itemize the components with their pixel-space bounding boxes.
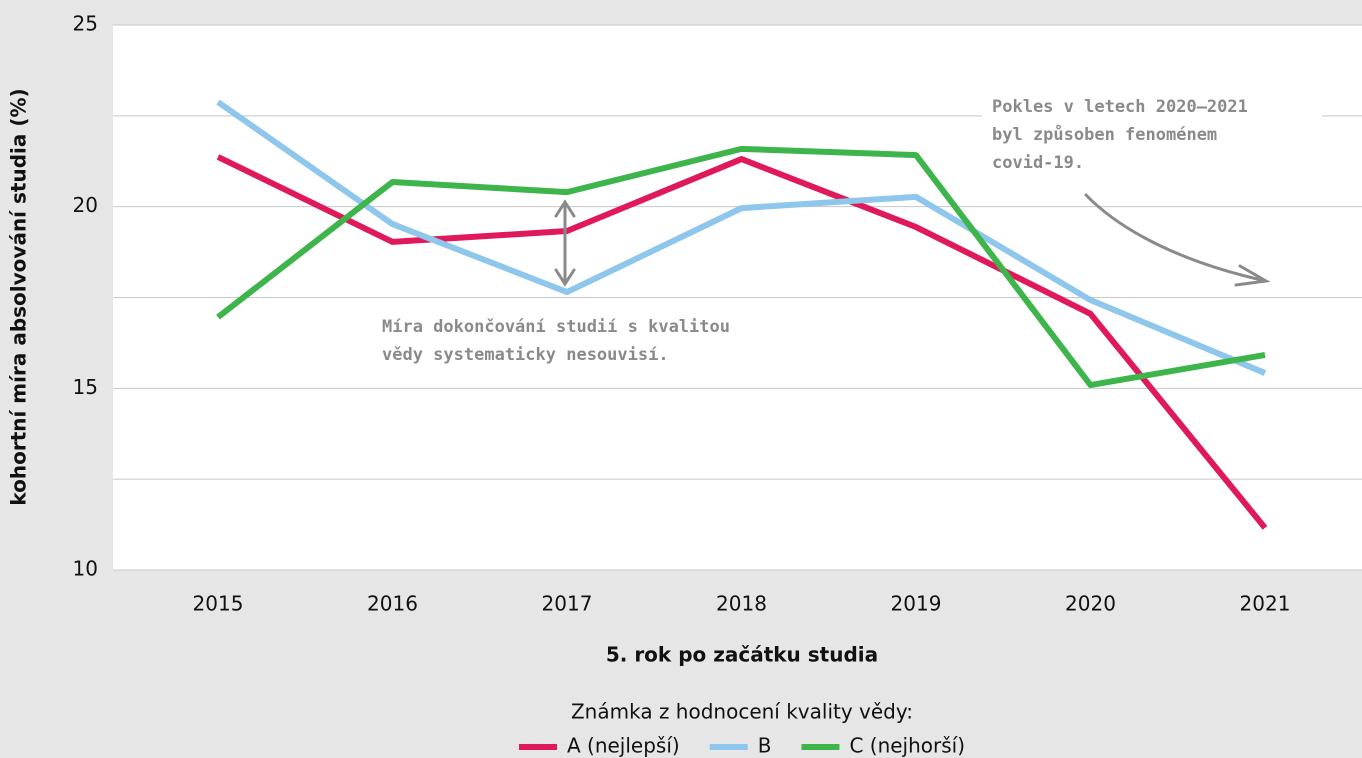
lines (216, 99, 1268, 530)
grid (113, 24, 1362, 571)
series-line (216, 99, 1267, 376)
x-tick-label: 2019 (891, 592, 942, 616)
y-tick-label: 20 (73, 193, 98, 217)
annotation-text: Pokles v letech 2020–2021 (992, 97, 1248, 117)
x-tick-label: 2016 (367, 592, 418, 616)
x-tick-label: 2020 (1065, 592, 1116, 616)
series-line (216, 145, 1266, 389)
y-tick-label: 15 (73, 375, 98, 399)
x-axis-title: 5. rok po začátku studia (606, 643, 878, 667)
double-arrow (554, 199, 576, 287)
annotations: Míra dokončování studií s kvalitou vědy s… (382, 97, 1248, 365)
series-line (216, 154, 1268, 530)
annotation-text: vědy systematicky nesouvisí. (382, 345, 669, 365)
annotation-text: byl způsoben fenoménem (992, 123, 1217, 145)
y-tick-label: 25 (73, 12, 98, 36)
annotation-text: Míra dokončování studií s kvalitou (382, 317, 730, 337)
annotation-arrows (554, 193, 1271, 287)
x-tick-label: 2017 (542, 592, 593, 616)
curved-arrow (1084, 193, 1271, 287)
legend-title: Známka z hodnocení kvality vědy: (571, 700, 913, 724)
x-tick-label: 2021 (1240, 592, 1291, 616)
legend-label: C (nejhorší) (849, 734, 965, 758)
y-tick-label: 10 (73, 557, 98, 581)
annotation-text: covid-19. (992, 153, 1084, 173)
annotation-background (982, 92, 1322, 184)
legend-label: A (nejlepší) (567, 734, 680, 758)
x-tick-label: 2018 (716, 592, 767, 616)
legend-label: B (758, 734, 772, 758)
y-axis-title: kohortní míra absolvování studia (%) (7, 88, 31, 505)
x-tick-label: 2015 (193, 592, 244, 616)
legend: A (nejlepší) B C (nejhorší) (518, 734, 965, 758)
